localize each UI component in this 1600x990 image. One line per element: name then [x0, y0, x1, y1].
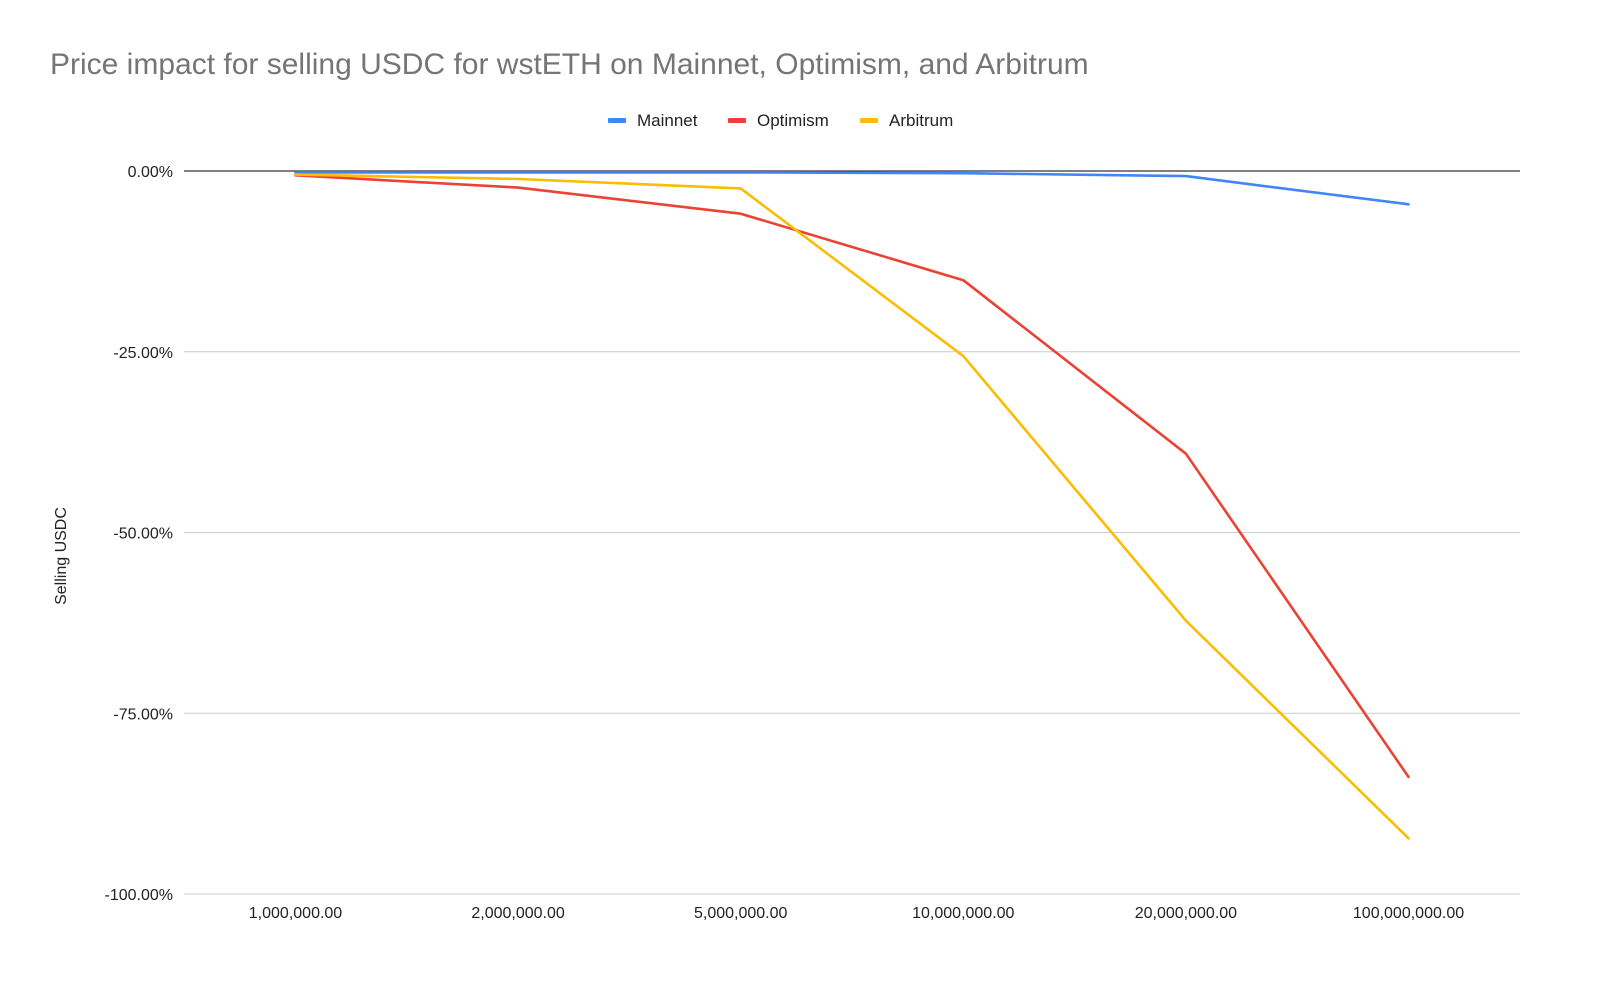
y-tick-label: -75.00% [113, 706, 173, 723]
y-tick-label: -100.00% [105, 887, 174, 904]
y-tick-label: -50.00% [113, 526, 173, 543]
y-tick-label: -25.00% [113, 345, 173, 362]
legend-label: Mainnet [637, 111, 698, 130]
series-line-arbitrum [294, 173, 1410, 840]
x-axis-ticks: 1,000,000.00 2,000,000.00 5,000,000.00 10,0… [249, 905, 1464, 922]
legend-item-arbitrum: Arbitrum [860, 111, 953, 130]
x-tick-label: 1,000,000.00 [249, 905, 343, 922]
chart-title: Price impact for selling USDC for wstETH… [50, 48, 1089, 81]
x-tick-label: 20,000,000.00 [1135, 905, 1237, 922]
y-axis-ticks: 0.00% -25.00% -50.00% -75.00% -100.00% [105, 164, 174, 904]
x-tick-label: 5,000,000.00 [694, 905, 788, 922]
legend-swatch [860, 118, 878, 123]
legend-item-mainnet: Mainnet [608, 111, 698, 130]
legend: Mainnet Optimism Arbitrum [608, 111, 953, 130]
y-axis-title: Selling USDC [53, 507, 70, 605]
y-tick-label: 0.00% [128, 164, 173, 181]
legend-label: Arbitrum [889, 111, 953, 130]
x-tick-label: 2,000,000.00 [471, 905, 565, 922]
legend-item-optimism: Optimism [728, 111, 829, 130]
legend-swatch [608, 118, 626, 123]
series-line-mainnet [294, 171, 1410, 206]
gridlines [184, 170, 1520, 895]
legend-label: Optimism [757, 111, 829, 130]
series-line-optimism [294, 174, 1410, 779]
x-tick-label: 100,000,000.00 [1353, 905, 1464, 922]
x-tick-label: 10,000,000.00 [912, 905, 1014, 922]
series-lines [294, 171, 1410, 840]
legend-swatch [728, 118, 746, 123]
